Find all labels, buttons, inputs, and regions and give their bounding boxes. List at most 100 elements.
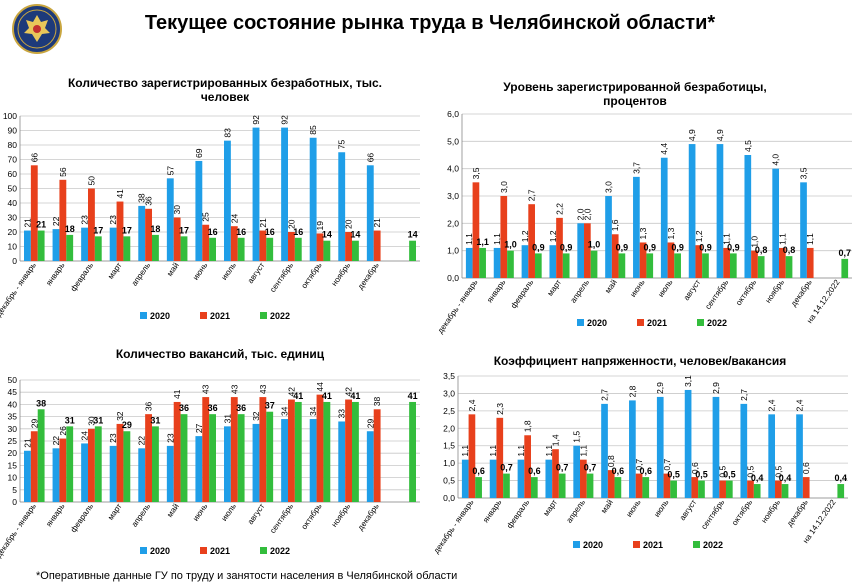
bar-2021 [723, 247, 730, 278]
bar-2020 [195, 436, 203, 502]
x-tick-label: март [106, 502, 124, 522]
bar-2021 [59, 438, 67, 502]
data-label-2021: 29 [29, 419, 39, 429]
legend-label-2022: 2022 [707, 318, 727, 328]
bar-2020 [281, 419, 288, 502]
x-tick-label: июнь [191, 502, 209, 523]
data-label-2021: 50 [86, 176, 96, 186]
bar-2022 [323, 240, 331, 261]
data-label-2020: 23 [80, 215, 90, 225]
data-label-2022: 29 [122, 420, 132, 430]
data-label-2020: 69 [194, 148, 204, 158]
data-label-2022: 21 [36, 220, 46, 230]
bar-2022 [674, 253, 681, 278]
bar-2021 [202, 397, 210, 502]
data-label-2020: 32 [251, 411, 261, 421]
bar-2020 [281, 127, 288, 261]
bar-2021 [468, 414, 476, 498]
legend-swatch-2020 [140, 312, 147, 319]
data-label-2021: 43 [229, 384, 239, 394]
bar-2021 [496, 417, 504, 498]
bar-2021 [116, 423, 124, 502]
data-label-2022: 0,5 [667, 470, 680, 480]
bar-2021 [288, 399, 295, 502]
bar-2021 [500, 196, 508, 278]
bar-2020 [605, 196, 612, 278]
data-label-2020: 23 [108, 215, 118, 225]
bar-2020 [656, 396, 664, 498]
data-label-2020: 2,9 [655, 382, 665, 394]
x-tick-label: июнь [628, 278, 646, 299]
y-tick-label: 35 [8, 412, 18, 422]
bar-2022 [209, 237, 216, 261]
bar-2021 [230, 397, 238, 502]
y-tick-label: 30 [8, 424, 18, 434]
unemployment-rate-chart: 0,01,02,03,04,05,06,01,1 1,1 1,2 1,22,03,03… [436, 109, 852, 335]
x-tick-label: декабрь - январь [0, 261, 38, 318]
tension-ratio-chart: 0,0 0,5 1,0 1,5 2,0 2,5 3,0 3,5 1,1 1,1 1,1 1,1 1,5 2… [432, 371, 848, 555]
data-label-2021: 66 [29, 153, 39, 163]
data-label-2021: 1,2 [694, 230, 704, 242]
data-label-2020: 2,8 [627, 385, 637, 397]
x-tick-label: декабрь - январь [0, 502, 38, 559]
x-tick-label: сентябрь [268, 502, 295, 535]
data-label-2022: 0,9 [727, 242, 740, 252]
bar-2022 [94, 426, 102, 502]
y-tick-label: 1,5 [443, 441, 455, 451]
emblem-logo [12, 4, 62, 54]
data-label-2022: 31 [65, 415, 75, 425]
data-label-2022: 36 [208, 403, 218, 413]
data-label-2022: 37 [265, 401, 275, 411]
data-label-2021: 20 [286, 219, 296, 229]
bar-2020 [633, 176, 640, 278]
bar-2022 [323, 401, 331, 502]
data-label-2020: 24 [80, 431, 90, 441]
data-label-2020: 1,1 [464, 233, 474, 245]
data-label-2022: 16 [265, 227, 275, 237]
bar-2022 [409, 401, 416, 502]
bar-2021 [116, 201, 124, 261]
x-tick-label: июль [656, 278, 674, 299]
bar-2022 [670, 480, 677, 498]
bar-2022 [152, 426, 159, 502]
data-label-2021: 2,2 [555, 203, 565, 215]
data-label-2022: 38 [36, 398, 46, 408]
data-label-2020: 33 [337, 409, 347, 419]
y-tick-label: 0 [12, 256, 17, 266]
data-label-2021: 26 [58, 426, 68, 436]
bar-2022 [294, 237, 302, 261]
data-label-2022: 0,6 [639, 466, 652, 476]
bar-2022 [725, 480, 733, 498]
legend-swatch-2020 [577, 319, 584, 326]
bar-2021 [747, 480, 754, 498]
data-label-2020: 75 [337, 140, 347, 150]
data-label-2022: 17 [93, 225, 103, 235]
x-tick-label: август [246, 261, 267, 285]
data-label-2022: 1,0 [588, 240, 601, 250]
chart-title-unemployment-rate: Уровень зарегистрированной безработицы, … [503, 80, 767, 108]
data-label-2022: 14 [408, 230, 418, 240]
y-tick-label: 2,5 [443, 406, 455, 416]
bar-2020 [24, 450, 31, 502]
bar-2022 [753, 484, 761, 498]
bar-2021 [691, 477, 699, 498]
data-label-2022: 0,9 [532, 242, 545, 252]
bar-2022 [642, 477, 650, 498]
bar-2021 [611, 234, 619, 278]
bar-2022 [237, 414, 245, 502]
bar-2022 [614, 477, 622, 498]
bar-2022 [409, 240, 416, 261]
x-tick-label: февраль [69, 261, 95, 293]
data-label-2022: 0,5 [695, 470, 708, 480]
x-tick-label: ноябрь [330, 261, 353, 288]
data-label-2022: 18 [150, 224, 160, 234]
x-tick-label: апрель [130, 502, 152, 529]
bar-2020 [712, 396, 720, 498]
data-label-2021: 0,8 [606, 455, 616, 467]
data-label-2021: 2,0 [582, 208, 592, 220]
bar-2021 [373, 409, 381, 502]
data-label-2020: 1,1 [544, 445, 554, 457]
data-label-2021: 1,3 [666, 227, 676, 239]
y-tick-label: 5,0 [447, 136, 459, 146]
data-label-2021: 21 [372, 218, 382, 228]
